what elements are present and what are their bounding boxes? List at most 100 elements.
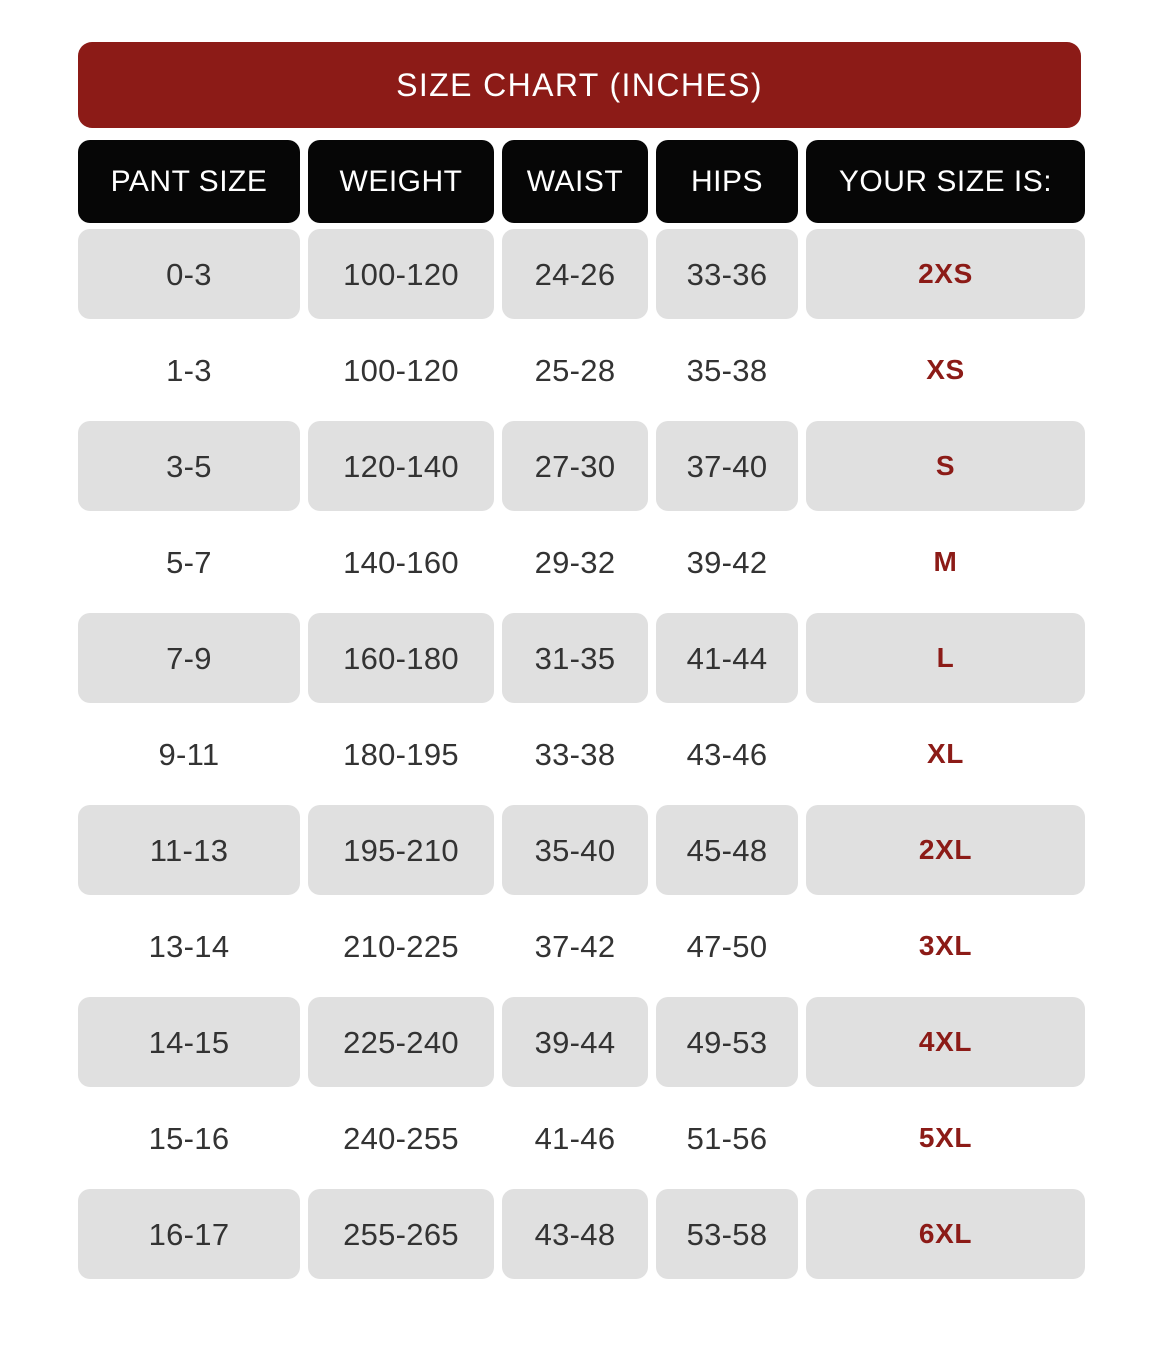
table-cell-size: XS [806,325,1085,415]
table-cell-weight: 210-225 [308,901,494,991]
recommended-size-value: 6XL [918,1218,973,1249]
table-cell-weight: 195-210 [308,805,494,895]
table-row: 14-15 225-240 39-44 49-53 4XL [78,997,1085,1087]
table-cell-weight: 240-255 [308,1093,494,1183]
table-cell-value: 37-40 [686,448,768,484]
recommended-size-value: XL [927,738,964,769]
table-cell-value: 41-44 [686,640,768,676]
recommended-size-value: 5XL [918,1122,973,1153]
table-cell-value: 255-265 [343,1216,459,1252]
table-cell-value: 100-120 [343,256,459,292]
table-row: 15-16 240-255 41-46 51-56 5XL [78,1093,1081,1183]
table-cell-value: 100-120 [343,352,459,388]
table-cell-waist: 39-44 [502,997,648,1087]
table-cell-value: 16-17 [148,1216,230,1252]
table-cell-value: 7-9 [166,640,212,676]
column-header-label: WAIST [526,164,624,198]
table-cell-hips: 51-56 [656,1093,798,1183]
table-cell-value: 39-44 [534,1024,616,1060]
table-cell-value: 3-5 [166,448,212,484]
size-chart-container: SIZE CHART (INCHES) PANT SIZE WEIGHT WAIST… [78,42,1085,1279]
table-row: 0-3 100-120 24-26 33-36 2XS [78,229,1085,319]
table-cell-pant-size: 1-3 [78,325,300,415]
table-cell-weight: 160-180 [308,613,494,703]
table-cell-value: 160-180 [343,640,459,676]
table-cell-size: 3XL [806,901,1085,991]
table-header-row: PANT SIZE WEIGHT WAIST HIPS YOUR SIZE IS: [78,140,1085,223]
table-cell-value: 13-14 [148,928,230,964]
table-cell-value: 49-53 [686,1024,768,1060]
table-cell-waist: 24-26 [502,229,648,319]
table-cell-size: 2XL [806,805,1085,895]
table-cell-weight: 100-120 [308,229,494,319]
table-cell-waist: 33-38 [502,709,648,799]
recommended-size-value: 3XL [918,930,973,961]
table-cell-waist: 27-30 [502,421,648,511]
column-header-label: HIPS [690,164,764,198]
size-chart-title-banner: SIZE CHART (INCHES) [78,42,1081,128]
table-cell-value: 47-50 [686,928,768,964]
table-cell-pant-size: 15-16 [78,1093,300,1183]
table-cell-value: 1-3 [166,352,212,388]
column-header-label: PANT SIZE [110,164,268,198]
table-cell-value: 240-255 [343,1120,459,1156]
table-cell-hips: 53-58 [656,1189,798,1279]
table-cell-weight: 100-120 [308,325,494,415]
table-cell-value: 33-36 [686,256,768,292]
table-cell-pant-size: 11-13 [78,805,300,895]
table-cell-hips: 33-36 [656,229,798,319]
column-header-pant-size: PANT SIZE [78,140,300,223]
table-cell-hips: 41-44 [656,613,798,703]
table-cell-hips: 49-53 [656,997,798,1087]
table-cell-weight: 180-195 [308,709,494,799]
table-cell-value: 25-28 [534,352,616,388]
table-cell-value: 0-3 [166,256,212,292]
table-row: 16-17 255-265 43-48 53-58 6XL [78,1189,1085,1279]
recommended-size-value: L [936,642,955,673]
table-cell-pant-size: 16-17 [78,1189,300,1279]
table-cell-value: 195-210 [343,832,459,868]
table-row: 13-14 210-225 37-42 47-50 3XL [78,901,1081,991]
table-cell-hips: 39-42 [656,517,798,607]
recommended-size-value: 4XL [918,1026,973,1057]
table-cell-value: 14-15 [148,1024,230,1060]
table-cell-pant-size: 14-15 [78,997,300,1087]
column-header-size: YOUR SIZE IS: [806,140,1085,223]
table-cell-size: XL [806,709,1085,799]
table-cell-value: 51-56 [686,1120,768,1156]
table-cell-value: 5-7 [166,544,212,580]
table-row: 7-9 160-180 31-35 41-44 L [78,613,1085,703]
column-header-weight: WEIGHT [308,140,494,223]
table-cell-value: 120-140 [343,448,459,484]
table-row: 3-5 120-140 27-30 37-40 S [78,421,1085,511]
table-cell-pant-size: 9-11 [78,709,300,799]
table-cell-weight: 140-160 [308,517,494,607]
table-cell-weight: 225-240 [308,997,494,1087]
table-cell-waist: 29-32 [502,517,648,607]
table-cell-value: 225-240 [343,1024,459,1060]
table-cell-hips: 47-50 [656,901,798,991]
table-cell-hips: 43-46 [656,709,798,799]
table-cell-pant-size: 13-14 [78,901,300,991]
table-cell-value: 140-160 [343,544,459,580]
table-row: 1-3 100-120 25-28 35-38 XS [78,325,1081,415]
table-row: 9-11 180-195 33-38 43-46 XL [78,709,1081,799]
table-cell-value: 9-11 [158,736,220,772]
column-header-label: YOUR SIZE IS: [838,164,1053,198]
table-cell-size: M [806,517,1085,607]
table-cell-pant-size: 0-3 [78,229,300,319]
table-row: 11-13 195-210 35-40 45-48 2XL [78,805,1085,895]
table-cell-waist: 41-46 [502,1093,648,1183]
table-cell-value: 43-46 [686,736,768,772]
table-cell-hips: 37-40 [656,421,798,511]
table-cell-size: L [806,613,1085,703]
table-cell-value: 11-13 [149,832,229,868]
table-cell-value: 37-42 [534,928,616,964]
table-cell-waist: 37-42 [502,901,648,991]
table-cell-value: 53-58 [686,1216,768,1252]
table-cell-waist: 25-28 [502,325,648,415]
table-cell-hips: 45-48 [656,805,798,895]
table-cell-value: 27-30 [534,448,616,484]
table-cell-value: 180-195 [343,736,459,772]
table-cell-value: 35-40 [534,832,616,868]
